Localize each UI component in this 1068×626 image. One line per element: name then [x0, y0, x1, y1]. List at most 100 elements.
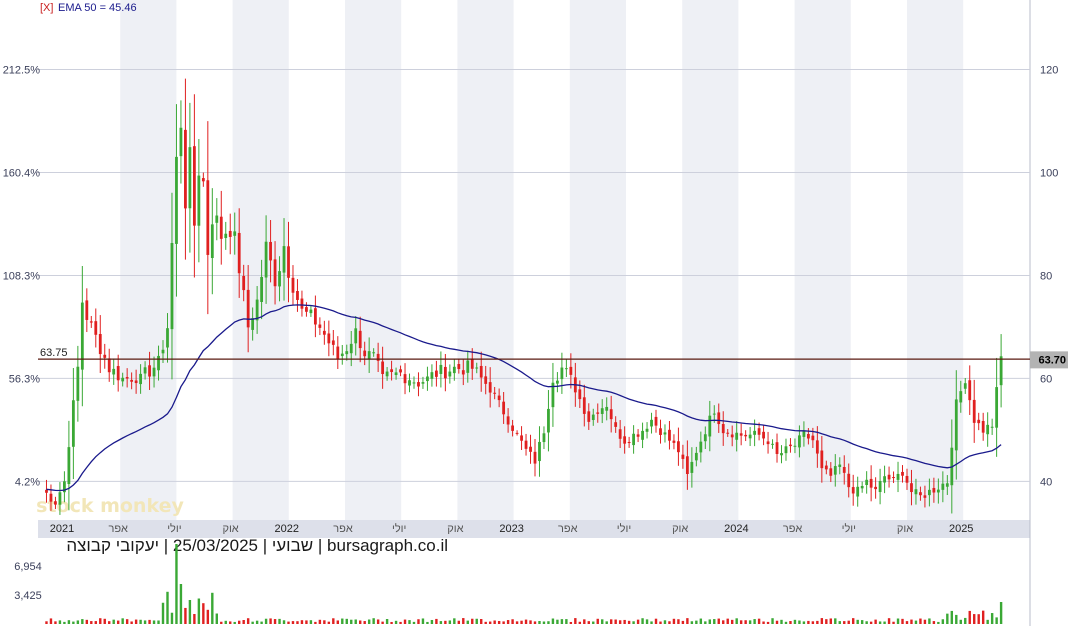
volume-bar — [860, 620, 864, 624]
candle-body — [856, 486, 860, 497]
candle-body — [842, 467, 846, 473]
candle-body — [98, 334, 102, 355]
candle-body — [869, 478, 873, 488]
candle-body — [161, 349, 165, 354]
candle-body — [798, 435, 801, 448]
left-tick-label: 160.4% — [3, 167, 41, 179]
volume-bar — [376, 619, 380, 624]
volume-bar — [54, 621, 57, 624]
candle-body — [690, 461, 694, 473]
candle-body — [89, 321, 93, 323]
candle-body — [170, 243, 174, 330]
volume-bar — [242, 620, 245, 624]
volume-bar — [457, 620, 461, 624]
volume-bar — [914, 620, 918, 624]
volume-bar — [278, 618, 281, 624]
volume-bar — [134, 619, 138, 624]
candle-body — [394, 372, 398, 375]
candle-body — [515, 432, 519, 434]
volume-bar — [157, 620, 160, 624]
candle-body — [685, 456, 689, 475]
candle-body — [502, 401, 506, 415]
candle-body — [255, 299, 259, 321]
volume-bar — [981, 610, 985, 624]
volume-bar — [417, 619, 420, 624]
volume-bar — [408, 620, 411, 624]
time-band — [907, 0, 964, 538]
candle-body — [260, 276, 264, 302]
candle-body — [932, 487, 936, 493]
candle-body — [461, 370, 465, 375]
candle-body — [121, 377, 125, 382]
volume-bar — [990, 613, 994, 624]
volume-bar — [932, 621, 936, 624]
volume-bar — [542, 621, 546, 624]
volume-bar — [435, 618, 438, 624]
candle-body — [654, 416, 658, 426]
candle-body — [385, 371, 389, 377]
volume-bar — [762, 621, 765, 624]
candle-body — [269, 241, 272, 261]
volume-bar — [780, 619, 783, 624]
candle-body — [215, 215, 219, 223]
volume-bar — [820, 618, 824, 624]
volume-bar — [569, 621, 573, 624]
candle-body — [659, 428, 662, 435]
candle-body — [726, 432, 730, 434]
candle-body — [470, 359, 474, 369]
candle-body — [345, 351, 349, 355]
volume-bar — [493, 620, 496, 624]
candle-body — [614, 422, 618, 427]
candle-body — [645, 428, 649, 432]
candle-body — [668, 429, 671, 441]
volume-bar — [175, 544, 178, 624]
time-axis-label: אוק — [897, 523, 913, 535]
volume-bar — [354, 619, 357, 624]
candle-body — [358, 330, 362, 349]
candle-body — [300, 298, 304, 309]
candle-body — [721, 424, 725, 434]
volume-bar — [453, 618, 456, 624]
volume-bar — [260, 621, 263, 624]
volume-bar — [215, 613, 218, 624]
volume-bar — [345, 618, 348, 624]
candle-body — [694, 452, 698, 461]
candle-body — [206, 180, 210, 255]
volume-bar — [744, 620, 747, 624]
candle-body — [771, 443, 774, 445]
time-band — [457, 0, 514, 538]
candle-body — [556, 380, 559, 384]
volume-bar — [910, 619, 913, 624]
volume-bar — [341, 618, 344, 624]
candle-body — [596, 412, 600, 414]
volume-bar — [681, 620, 685, 624]
chart-caption: שבועי | 25/03/2025 | יעקובי קבוצה | burs… — [66, 536, 448, 555]
candle-body — [273, 259, 277, 287]
volume-bar — [928, 618, 931, 624]
volume-bar — [399, 621, 402, 624]
candle-body — [762, 431, 765, 439]
volume-bar — [238, 620, 241, 624]
volume-bar — [766, 621, 770, 624]
candle-body — [287, 246, 290, 278]
candle-body — [152, 367, 156, 377]
volume-bar — [273, 619, 277, 624]
candle-body — [757, 428, 761, 435]
volume-bar — [251, 621, 254, 624]
volume-bar — [538, 621, 541, 624]
volume-tick-label: 6,954 — [14, 561, 42, 573]
volume-bar — [350, 619, 353, 624]
volume-bar — [905, 621, 909, 624]
volume-bar — [609, 619, 613, 624]
volume-bar — [264, 618, 268, 624]
candle-body — [475, 367, 479, 369]
volume-bar — [430, 619, 434, 624]
volume-bar — [892, 621, 895, 624]
volume-bar — [255, 620, 259, 624]
volume-bar — [650, 621, 653, 624]
close-marker[interactable]: [X] — [40, 2, 53, 14]
candle-body — [632, 433, 635, 446]
volume-bar — [946, 613, 949, 624]
candle-body — [148, 365, 151, 377]
